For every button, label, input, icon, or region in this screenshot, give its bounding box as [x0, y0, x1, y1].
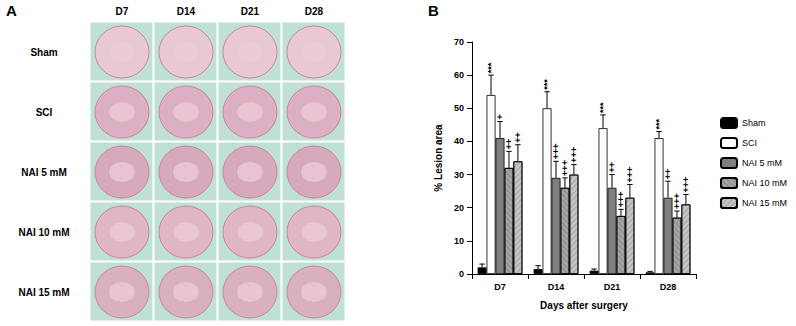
svg-text:***: ***	[598, 102, 608, 113]
svg-text:SCI: SCI	[742, 138, 757, 148]
svg-text:A: A	[6, 2, 17, 19]
svg-text:D14: D14	[177, 6, 196, 17]
svg-text:D7: D7	[494, 282, 506, 292]
svg-text:70: 70	[454, 37, 464, 47]
svg-text:Days after surgery: Days after surgery	[540, 300, 628, 311]
svg-text:0: 0	[459, 269, 464, 279]
svg-text:+++: +++	[616, 192, 626, 208]
svg-text:10: 10	[454, 236, 464, 246]
svg-text:20: 20	[454, 203, 464, 213]
svg-text:NAI 15 mM: NAI 15 mM	[742, 198, 787, 208]
svg-text:+++: +++	[625, 167, 635, 183]
svg-text:***: ***	[486, 62, 496, 73]
svg-text:NAI 10 mM: NAI 10 mM	[18, 227, 69, 238]
svg-text:NAI 5 mM: NAI 5 mM	[21, 167, 67, 178]
svg-text:B: B	[428, 2, 439, 19]
svg-text:***: ***	[654, 118, 664, 129]
svg-text:D21: D21	[604, 282, 621, 292]
svg-text:40: 40	[454, 136, 464, 146]
svg-text:+++: +++	[672, 193, 682, 209]
svg-text:++: ++	[663, 169, 673, 180]
svg-text:+: +	[495, 114, 505, 119]
svg-text:% Lesion area: % Lesion area	[433, 124, 444, 192]
svg-text:NAI 10 mM: NAI 10 mM	[742, 178, 787, 188]
svg-text:D28: D28	[660, 282, 677, 292]
svg-text:++: ++	[607, 162, 617, 173]
svg-text:Sham: Sham	[30, 47, 57, 58]
svg-text:D14: D14	[548, 282, 565, 292]
svg-text:D28: D28	[305, 6, 324, 17]
svg-text:60: 60	[454, 70, 464, 80]
svg-text:NAI 5 mM: NAI 5 mM	[742, 158, 782, 168]
svg-text:30: 30	[454, 170, 464, 180]
svg-text:***: ***	[542, 79, 552, 90]
svg-text:D21: D21	[241, 6, 260, 17]
svg-text:+++: +++	[569, 147, 579, 163]
svg-text:+++: +++	[551, 144, 561, 160]
svg-text:Sham: Sham	[742, 118, 766, 128]
svg-text:D7: D7	[116, 6, 129, 17]
svg-text:++: ++	[513, 132, 523, 143]
svg-text:50: 50	[454, 103, 464, 113]
svg-text:NAI 15 mM: NAI 15 mM	[18, 287, 69, 298]
svg-text:SCI: SCI	[36, 107, 53, 118]
svg-text:+++: +++	[681, 177, 691, 193]
